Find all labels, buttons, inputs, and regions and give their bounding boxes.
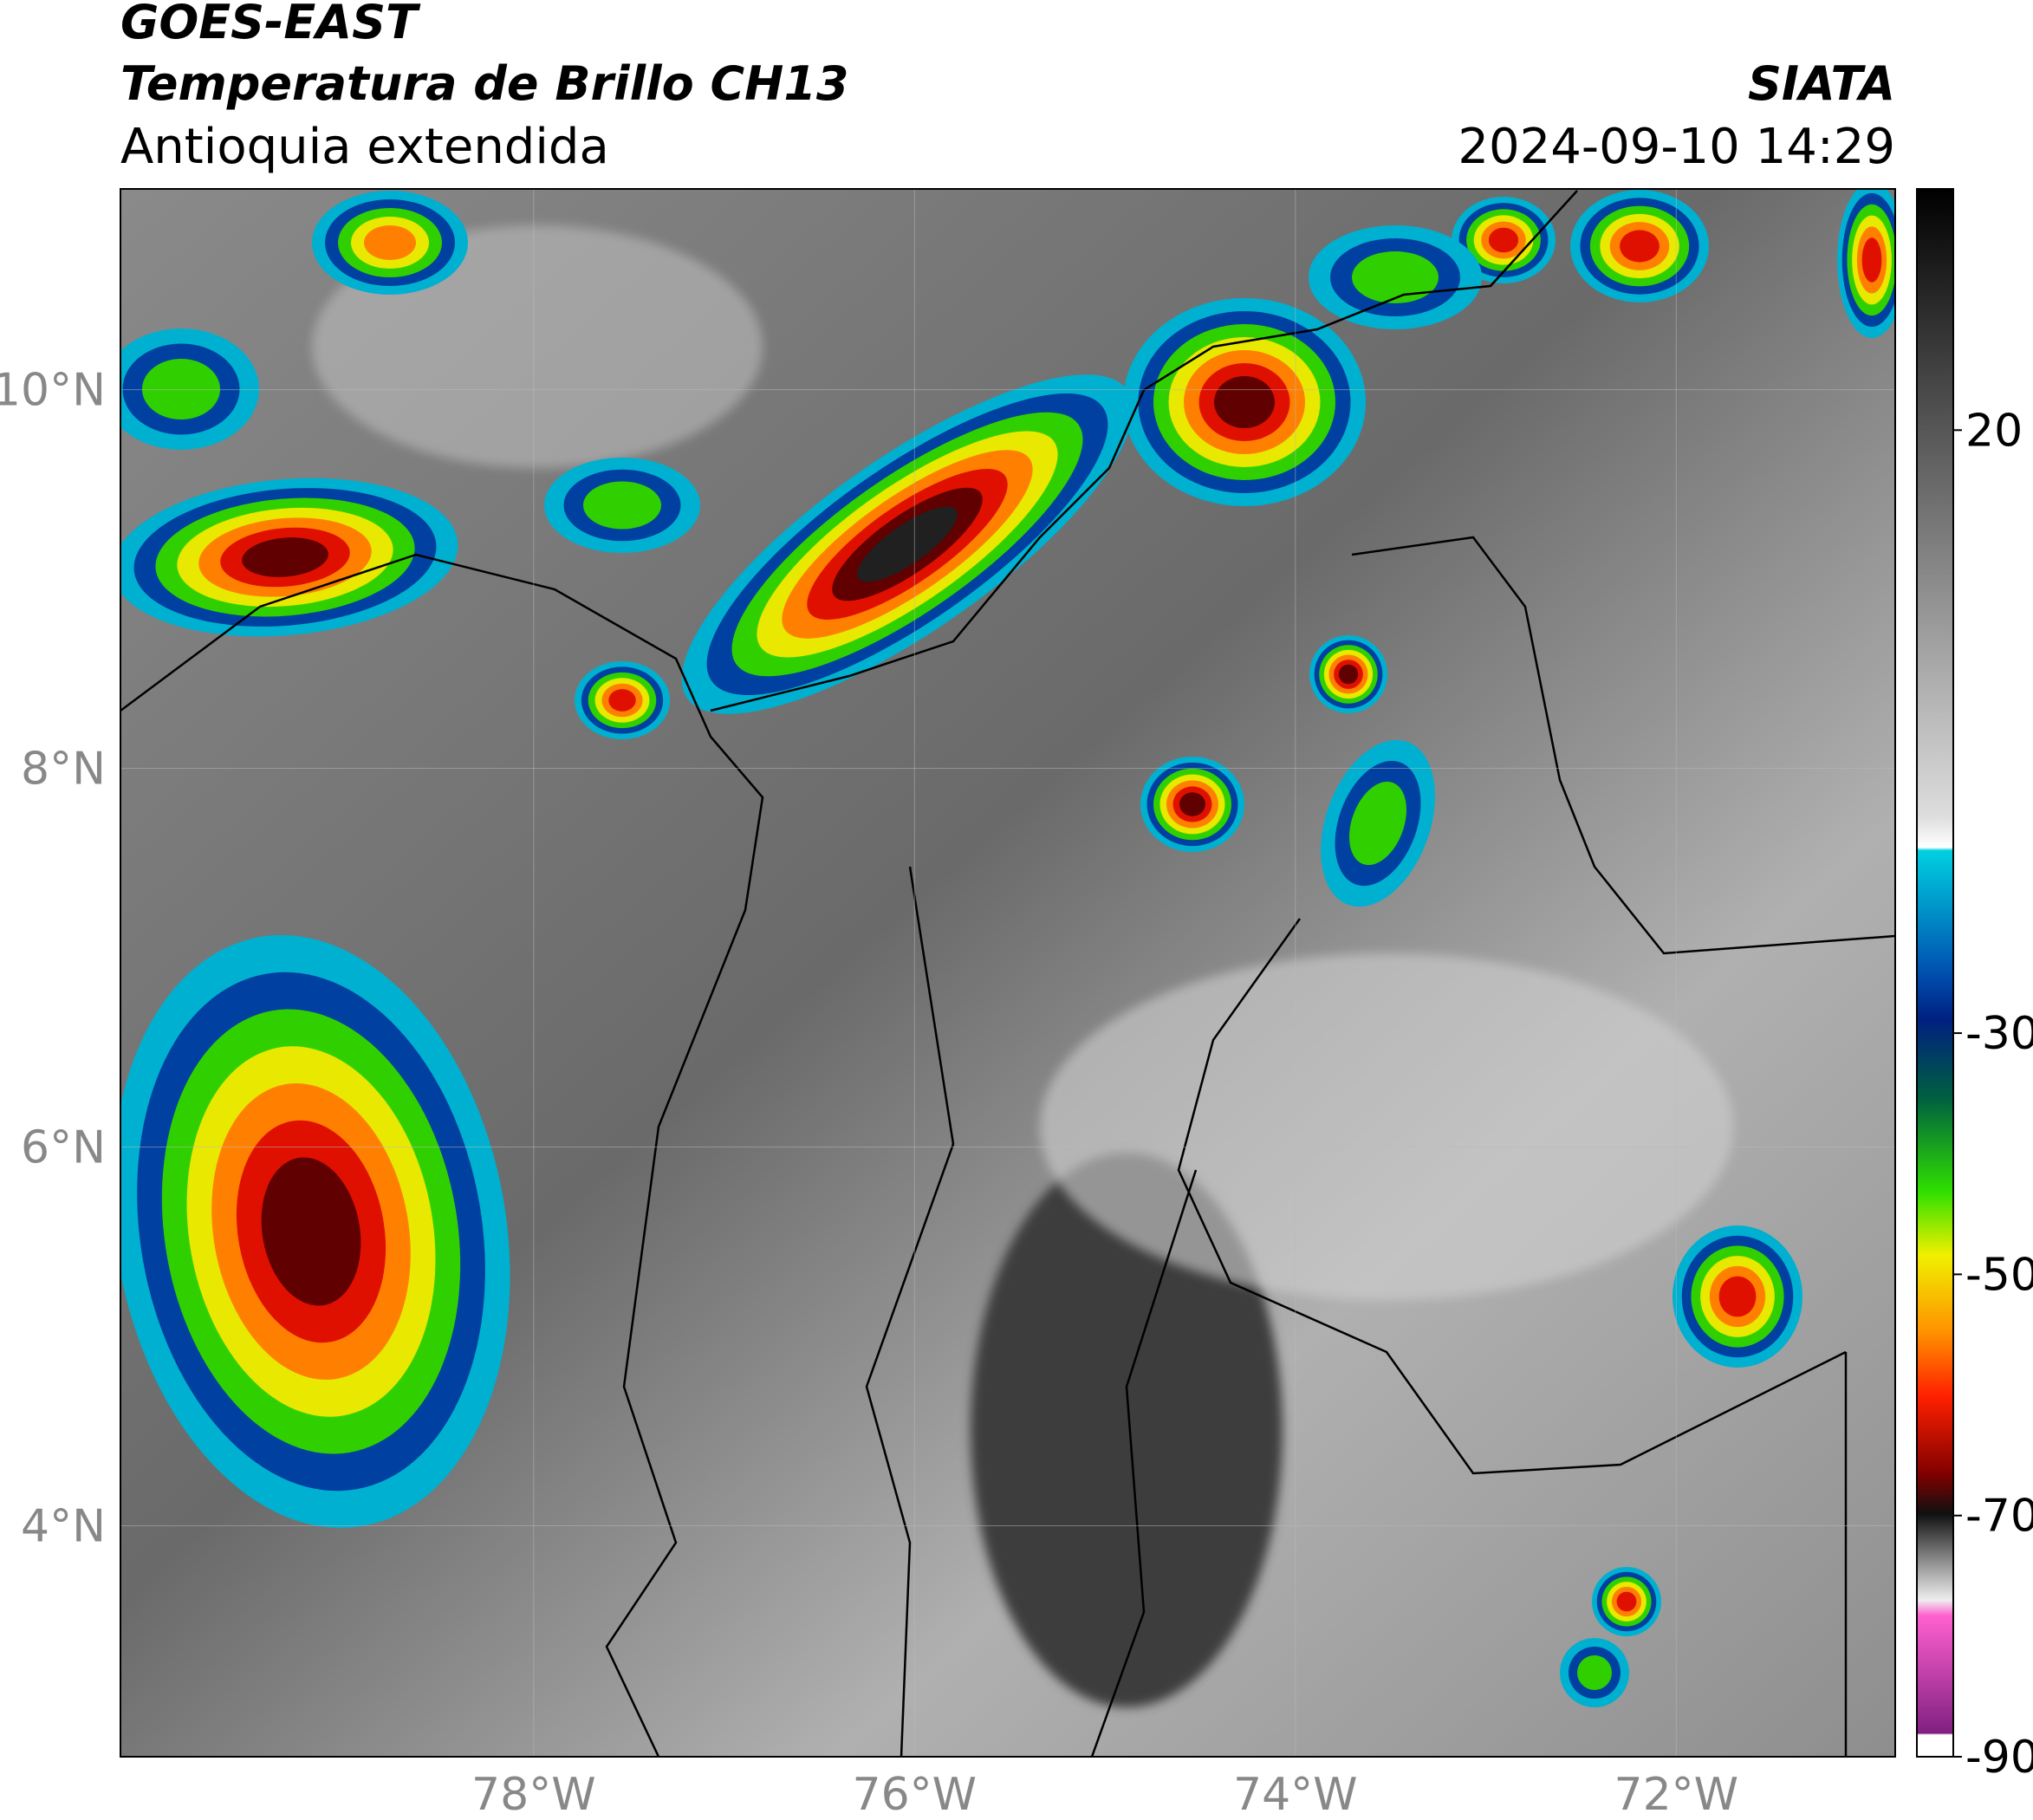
subtitle: Temperatura de Brillo CH13: [120, 56, 849, 111]
storm-cell: [1179, 792, 1205, 816]
storms: [120, 189, 1895, 1707]
map-frame: [120, 188, 1896, 1758]
title: GOES-EAST: [120, 0, 421, 49]
colorbar: [1916, 188, 1954, 1758]
dark-band: [971, 1153, 1283, 1707]
storm-cell: [608, 689, 636, 712]
borders: [120, 190, 1895, 1757]
storm-cell: [142, 359, 220, 419]
y-tick-label: 10°N: [0, 365, 106, 417]
x-tick-label: 76°W: [853, 1769, 978, 1820]
storm-cell: [242, 537, 328, 577]
graticule: [120, 189, 1895, 1757]
storm-cell: [261, 1157, 361, 1306]
x-tick-label: 74°W: [1233, 1769, 1358, 1820]
colorbar-tick-label: -70: [1965, 1491, 2033, 1543]
datetime: 2024-09-10 14:29: [1458, 119, 1895, 175]
storm-cell: [1718, 1276, 1757, 1317]
storm-cell: [1214, 376, 1275, 428]
colorbar-tick-label: -30: [1965, 1008, 2033, 1060]
y-tick-label: 8°N: [21, 744, 106, 796]
storm-cell: [1488, 227, 1519, 253]
storm-cell: [583, 481, 661, 530]
storm-cell: [1352, 251, 1439, 303]
storm-cell: [1616, 1591, 1637, 1612]
storm-cell: [364, 225, 416, 260]
storm-cell: [1577, 1655, 1612, 1690]
map: [120, 189, 1895, 1757]
source: SIATA: [1748, 56, 1895, 111]
y-tick-label: 6°N: [21, 1122, 106, 1174]
colorbar-tick-label: 20: [1965, 405, 2023, 457]
storm-cell: [1338, 664, 1359, 685]
x-tick-label: 72°W: [1614, 1769, 1738, 1820]
region: Antioquia extendida: [120, 119, 609, 175]
storm-cell: [857, 506, 958, 582]
storm-cell: [1861, 237, 1882, 283]
storm-cell: [1620, 230, 1660, 263]
colorbar-tick-label: -50: [1965, 1249, 2033, 1301]
storm-cell: [1349, 781, 1406, 866]
cloud: [1040, 953, 1733, 1300]
colorbar-tick-label: -90: [1965, 1732, 2033, 1784]
x-tick-label: 78°W: [471, 1769, 596, 1820]
y-tick-label: 4°N: [21, 1500, 106, 1552]
